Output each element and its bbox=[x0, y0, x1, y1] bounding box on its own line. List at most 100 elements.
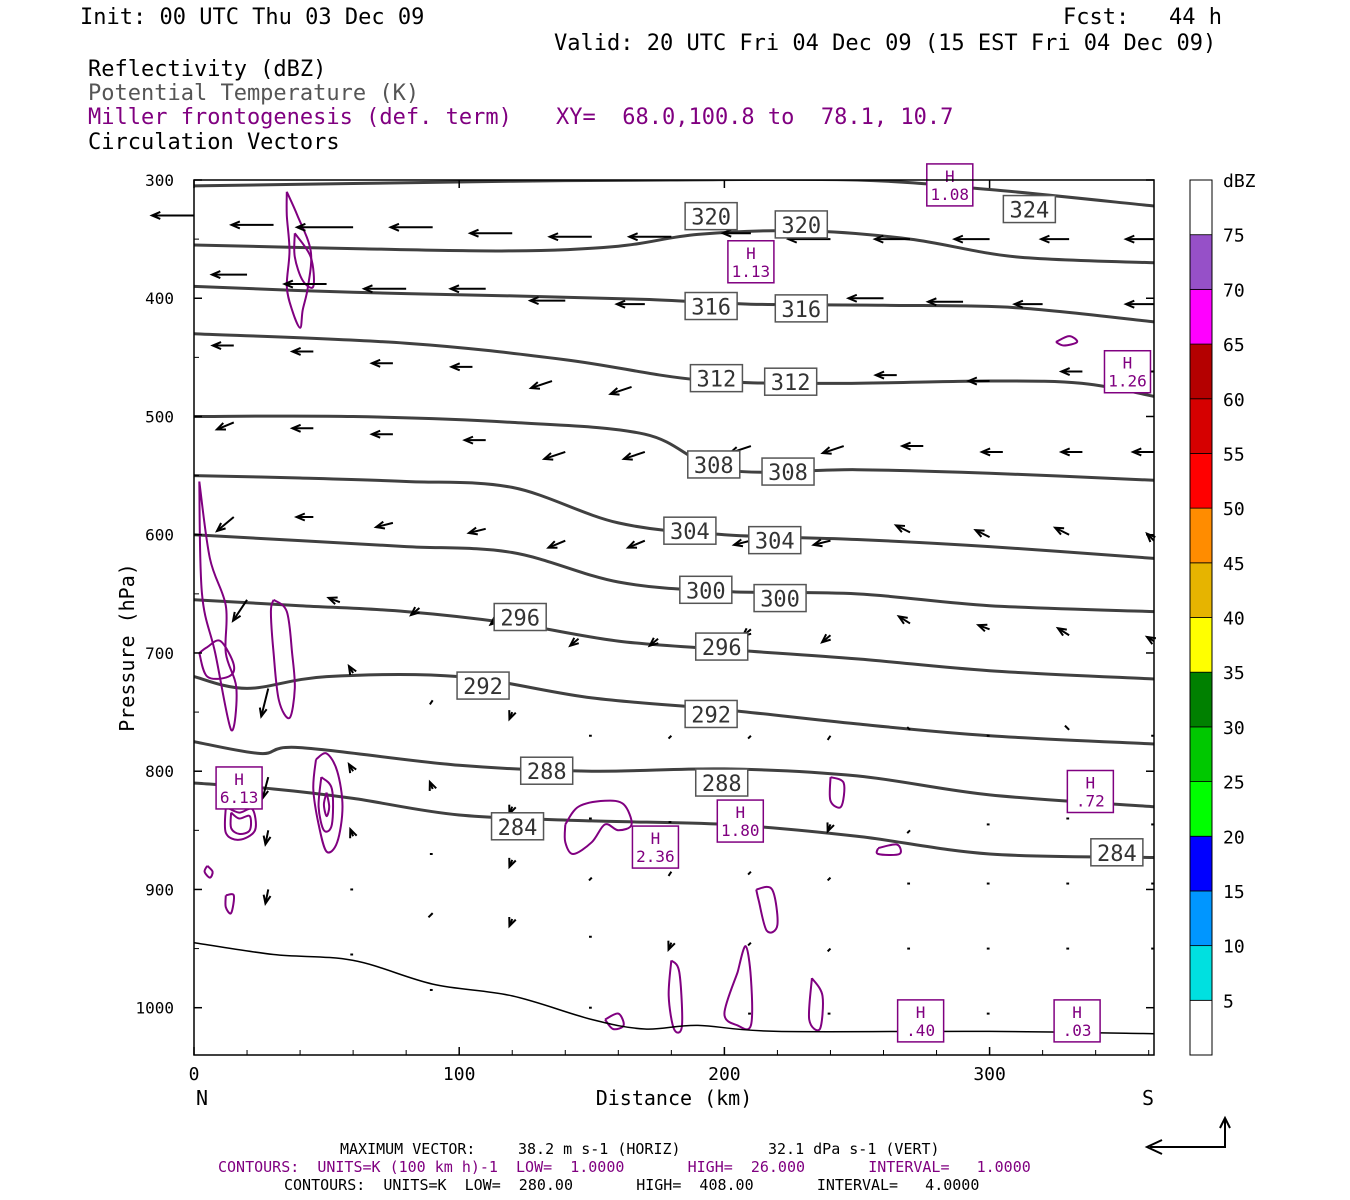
theta-contour-label: 288 bbox=[702, 772, 742, 797]
circulation-vector bbox=[625, 539, 646, 549]
vector-head bbox=[215, 522, 226, 533]
colorbar-swatch bbox=[1189, 179, 1213, 236]
maximum-label-box bbox=[1103, 349, 1152, 394]
vector-shaft bbox=[261, 776, 270, 799]
theta-296-line bbox=[194, 598, 1154, 681]
vector-head bbox=[210, 341, 222, 350]
circulation-vector bbox=[893, 524, 911, 534]
y-tick-label: 700 bbox=[145, 644, 174, 663]
circulation-vector bbox=[293, 512, 314, 522]
reference-vector bbox=[1144, 1115, 1231, 1155]
circulation-vector bbox=[1130, 447, 1154, 457]
colorbar-level-label: 50 bbox=[1223, 499, 1245, 520]
circulation-vector bbox=[466, 526, 486, 536]
vector-shaft bbox=[216, 421, 235, 431]
circulation-vector bbox=[409, 606, 421, 617]
theta-contour-label: 308 bbox=[694, 454, 734, 479]
maximum-h-label: H bbox=[746, 244, 756, 263]
circulation-vector bbox=[282, 279, 327, 289]
vector-shaft bbox=[975, 529, 991, 538]
vector-head bbox=[347, 762, 357, 774]
vector-head bbox=[289, 423, 302, 433]
circulation-vector bbox=[820, 445, 845, 455]
maximum-label-box bbox=[727, 240, 775, 284]
colorbar-swatch bbox=[1189, 507, 1213, 564]
vector-shaft bbox=[747, 941, 752, 947]
vector-shaft bbox=[468, 527, 486, 534]
reference-vector-head bbox=[1219, 1115, 1231, 1129]
theta-contour-label: 320 bbox=[781, 214, 821, 239]
vector-shaft bbox=[826, 947, 832, 953]
frontogenesis-contour bbox=[755, 885, 779, 934]
y-tick-label: 400 bbox=[145, 289, 174, 308]
circulation-vector bbox=[845, 293, 884, 303]
vector-head bbox=[214, 422, 226, 431]
maximum-h-label: H bbox=[234, 770, 244, 789]
theta-320-line bbox=[194, 229, 1154, 265]
vector-shaft bbox=[826, 876, 832, 882]
circulation-vector bbox=[369, 358, 393, 368]
circulation-vector bbox=[568, 637, 580, 648]
vector-head bbox=[973, 528, 985, 538]
vector-shaft bbox=[667, 871, 673, 877]
circulation-vector bbox=[210, 341, 234, 350]
vector-head bbox=[731, 538, 744, 548]
vector-head bbox=[979, 447, 991, 457]
frontogenesis-contour bbox=[1055, 335, 1079, 347]
field-reflectivity: Reflectivity (dBZ) bbox=[88, 57, 327, 82]
frontogenesis-contour bbox=[667, 959, 684, 1034]
circulation-vector bbox=[1123, 234, 1154, 244]
vector-head bbox=[209, 270, 221, 280]
maximum-h-label: H bbox=[1072, 1003, 1082, 1022]
vector-head bbox=[975, 623, 988, 633]
circulation-vector bbox=[906, 726, 911, 731]
vector-shaft bbox=[429, 699, 434, 706]
maximum-label-box bbox=[215, 766, 263, 810]
circulation-vector bbox=[647, 637, 659, 648]
reference-vector-head bbox=[1144, 1139, 1163, 1155]
theta-contour-label: 316 bbox=[691, 296, 731, 321]
max-vector-horiz: 38.2 m s-1 (HORIZ) bbox=[518, 1140, 681, 1158]
vector-shaft bbox=[232, 599, 248, 622]
circulation-vector bbox=[720, 228, 751, 238]
maximum-label-box bbox=[896, 999, 945, 1043]
vector-head bbox=[409, 606, 420, 617]
vector-head bbox=[820, 633, 831, 644]
colorbar: 5 10 15 20 25 30 35 40 45 50 55 60 65 70 75 dBZ bbox=[1189, 171, 1256, 1056]
vector-head bbox=[361, 284, 373, 294]
vector-head bbox=[231, 611, 242, 623]
vector-head bbox=[966, 376, 978, 386]
vector-head bbox=[347, 663, 357, 676]
circulation-vector bbox=[873, 370, 897, 380]
reference-vector-arrow bbox=[1150, 1120, 1226, 1148]
frontogenesis-contour bbox=[828, 776, 846, 809]
theta-contour-label: 316 bbox=[781, 298, 821, 323]
vector-head bbox=[896, 615, 908, 625]
colorbar-level-label: 15 bbox=[1223, 882, 1245, 903]
circulation-vector bbox=[1123, 299, 1154, 309]
circulation-vector bbox=[626, 232, 672, 242]
vector-head bbox=[508, 857, 517, 870]
theta-324-line bbox=[194, 180, 1154, 208]
circulation-vector bbox=[508, 710, 517, 722]
circulation-vector bbox=[826, 735, 832, 741]
vector-head bbox=[373, 520, 386, 530]
contour-label-box bbox=[684, 291, 738, 321]
circulation-vector bbox=[215, 516, 235, 533]
theta-304-line bbox=[194, 474, 1154, 560]
x-axis-label: Distance (km) bbox=[596, 1086, 753, 1110]
contour-label-box bbox=[679, 575, 733, 605]
circulation-vector bbox=[1144, 635, 1157, 645]
circulation-vector bbox=[508, 857, 517, 870]
vector-head bbox=[873, 370, 885, 380]
frontogenesis-contour bbox=[203, 865, 214, 879]
frontogenesis-contour bbox=[223, 805, 257, 841]
vector-head bbox=[625, 540, 638, 549]
y-tick-label: 600 bbox=[145, 526, 174, 545]
circulation-vector bbox=[546, 539, 566, 549]
circulation-vector bbox=[667, 735, 673, 740]
circulation-vector bbox=[369, 429, 393, 439]
vector-head bbox=[845, 293, 858, 303]
vector-head bbox=[388, 222, 400, 232]
circulation-vector bbox=[925, 297, 964, 307]
